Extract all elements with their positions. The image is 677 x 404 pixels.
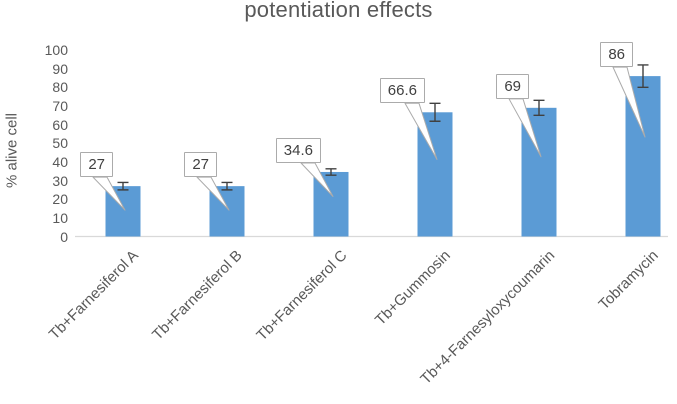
error-bar bbox=[221, 181, 233, 191]
error-bar bbox=[325, 168, 337, 176]
y-tick-label: 90 bbox=[52, 60, 68, 77]
callout-tail bbox=[404, 102, 438, 160]
y-tick-label: 0 bbox=[60, 228, 68, 245]
y-tick-label: 10 bbox=[52, 209, 68, 226]
error-bar bbox=[117, 181, 129, 191]
callout-tail bbox=[612, 66, 646, 138]
y-tick-label: 60 bbox=[52, 116, 68, 133]
callout-tail bbox=[92, 176, 126, 211]
y-tick-label: 70 bbox=[52, 97, 68, 114]
y-tick-label: 80 bbox=[52, 79, 68, 96]
data-label-callout: 69 bbox=[496, 73, 529, 99]
y-tick-label: 100 bbox=[44, 42, 68, 58]
y-tick-label: 50 bbox=[52, 135, 68, 152]
data-label-callout: 86 bbox=[600, 42, 633, 68]
error-bar bbox=[637, 64, 649, 88]
callout-tail bbox=[196, 176, 230, 211]
error-bar bbox=[533, 99, 545, 116]
data-label-callout: 27 bbox=[184, 152, 217, 178]
callout-tail bbox=[300, 162, 334, 197]
data-label-callout: 66.6 bbox=[379, 78, 425, 104]
callout-tail bbox=[508, 98, 542, 158]
y-tick-label: 40 bbox=[52, 153, 68, 170]
data-label-callout: 34.6 bbox=[275, 137, 321, 163]
y-tick-label: 30 bbox=[52, 172, 68, 189]
chart-title: potentiation effects bbox=[244, 0, 433, 22]
data-label-callout: 27 bbox=[80, 152, 113, 178]
error-bar bbox=[429, 102, 441, 122]
y-tick-label: 20 bbox=[52, 191, 68, 208]
